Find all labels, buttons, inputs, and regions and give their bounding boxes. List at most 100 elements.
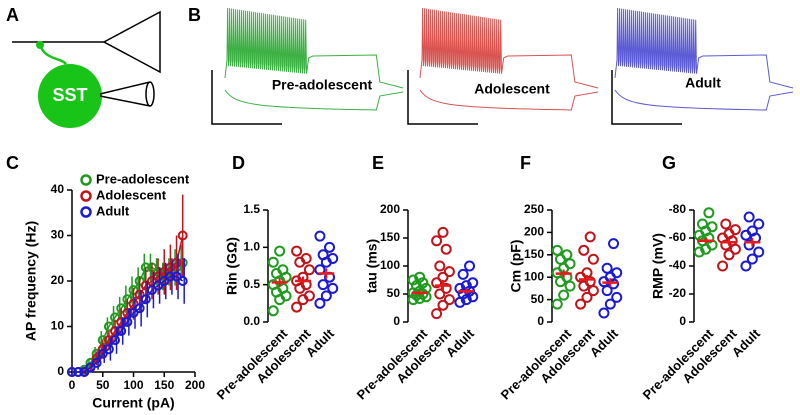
- data-point: [440, 243, 452, 255]
- data-point: [558, 289, 570, 301]
- data-point: [146, 285, 157, 296]
- data-point: [743, 211, 755, 223]
- x-tick-label: 200: [185, 378, 205, 392]
- category-label: Adult: [729, 325, 764, 360]
- data-point: [443, 294, 455, 306]
- data-point: [79, 367, 90, 377]
- data-point: [116, 316, 127, 327]
- data-point: [706, 221, 718, 233]
- trace-hyperpolarizing: [614, 89, 794, 111]
- category-label: Adult: [443, 325, 478, 360]
- data-point: [291, 245, 303, 257]
- data-point: [414, 271, 426, 283]
- data-point: [140, 294, 151, 305]
- data-point: [324, 241, 336, 253]
- legend-marker: [80, 206, 92, 218]
- data-point: [740, 260, 752, 272]
- data-point: [320, 290, 332, 302]
- panel-label: D: [232, 153, 245, 173]
- y-axis-label: tau (ms): [364, 239, 380, 293]
- pipette: [99, 95, 151, 107]
- data-point: [116, 326, 127, 337]
- data-point: [703, 207, 715, 219]
- data-point: [274, 245, 286, 257]
- trace-hyperpolarizing: [419, 89, 599, 111]
- panel-label: B: [188, 5, 201, 25]
- y-tick-label: 0.0: [243, 314, 260, 328]
- data-point: [431, 308, 443, 320]
- data-point: [122, 316, 133, 327]
- data-point: [153, 280, 164, 291]
- data-point: [267, 305, 279, 317]
- data-point: [434, 260, 446, 272]
- y-tick-label: 0: [393, 314, 400, 328]
- data-point: [729, 224, 741, 236]
- data-point: [177, 230, 188, 241]
- data-point: [723, 249, 735, 261]
- data-point: [122, 307, 133, 318]
- data-point: [103, 321, 114, 332]
- panel-label: E: [372, 153, 384, 173]
- data-point: [110, 326, 121, 337]
- data-point: [177, 276, 188, 286]
- data-point: [601, 262, 613, 274]
- y-tick-label: 10: [51, 319, 65, 333]
- data-point: [467, 277, 479, 289]
- trace-label: Adolescent: [474, 81, 550, 97]
- data-point: [561, 249, 573, 261]
- data-point: [291, 301, 303, 313]
- cell-label: SST: [52, 85, 87, 105]
- data-point: [103, 344, 114, 355]
- data-point: [327, 282, 339, 294]
- data-point: [317, 279, 329, 291]
- data-point: [717, 260, 729, 272]
- data-point: [300, 253, 312, 265]
- trace-depolarizing: [614, 7, 794, 89]
- data-point: [457, 268, 469, 280]
- data-point: [743, 239, 755, 251]
- panel-label: C: [6, 153, 19, 173]
- data-point: [604, 298, 616, 310]
- y-tick-label: -20: [669, 286, 687, 300]
- data-point: [431, 277, 443, 289]
- trace-depolarizing: [419, 7, 599, 89]
- data-point: [551, 298, 563, 310]
- y-tick-label: 50: [387, 286, 401, 300]
- y-tick-label: 30: [51, 228, 65, 242]
- y-tick-label: 20: [51, 273, 65, 287]
- data-point: [267, 256, 279, 268]
- sst-axon: [38, 44, 68, 65]
- data-point: [578, 244, 590, 256]
- legend-label: Adult: [96, 203, 130, 218]
- y-tick-label: -60: [669, 230, 687, 244]
- x-tick-label: 150: [154, 378, 174, 392]
- data-point: [303, 264, 315, 276]
- y-tick-label: 1.0: [243, 240, 260, 254]
- scale-bar: [407, 70, 478, 125]
- x-tick-label: 0: [69, 378, 76, 392]
- trace-label: Adult: [685, 75, 721, 91]
- data-point: [437, 226, 449, 238]
- scale-bar: [611, 70, 682, 125]
- data-point: [443, 266, 455, 278]
- x-axis-label: Current (pA): [92, 395, 174, 411]
- data-point: [753, 218, 765, 230]
- y-tick-label: 150: [524, 247, 544, 261]
- pipette: [99, 81, 151, 95]
- data-point: [581, 291, 593, 303]
- data-point: [611, 291, 623, 303]
- trace-depolarizing: [224, 7, 404, 89]
- x-tick-label: 50: [96, 378, 110, 392]
- data-point: [165, 271, 176, 282]
- data-point: [696, 218, 708, 230]
- data-point: [134, 303, 145, 314]
- data-point: [693, 246, 705, 258]
- y-tick-label: 250: [524, 202, 544, 216]
- trace-hyperpolarizing: [224, 89, 404, 111]
- y-tick-label: 100: [380, 258, 400, 272]
- y-tick-label: 1.5: [243, 202, 260, 216]
- y-tick-label: 100: [524, 269, 544, 283]
- category-label: Adult: [303, 325, 338, 360]
- y-tick-label: 0: [679, 314, 686, 328]
